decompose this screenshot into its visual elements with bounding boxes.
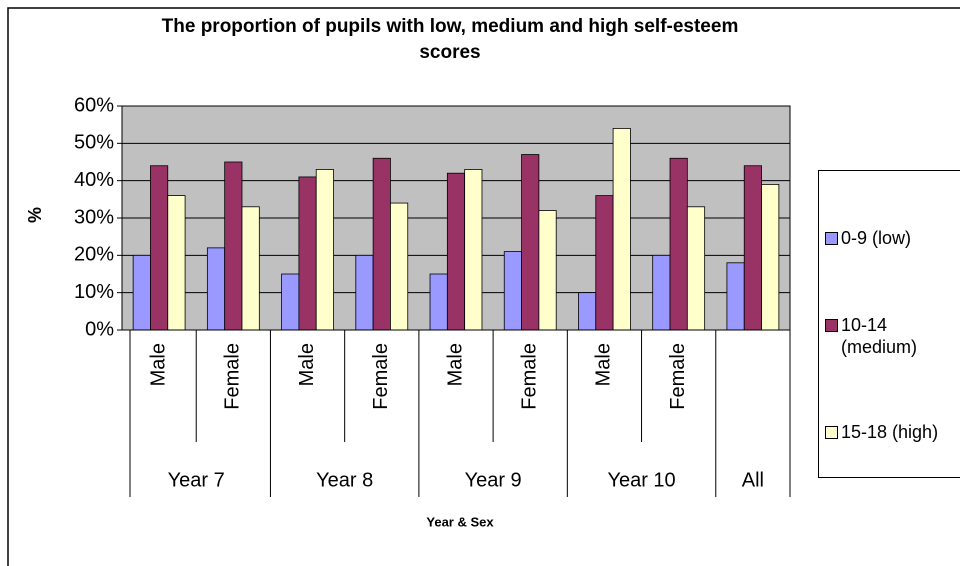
- legend-label: 10-14 (medium): [841, 315, 918, 357]
- bar: [612, 127, 631, 331]
- bar: [595, 195, 614, 331]
- bar: [503, 251, 522, 331]
- legend: 0-9 (low) 10-14 (medium) 15-18 (high): [818, 170, 960, 478]
- x-tick-label: Male: [444, 343, 466, 386]
- group-label: Year 8: [316, 469, 373, 491]
- y-tick-label: 30%: [74, 206, 114, 228]
- bar: [686, 206, 706, 331]
- y-tick-label: 20%: [74, 244, 114, 266]
- bar: [652, 254, 671, 331]
- x-tick-label: Male: [147, 343, 169, 386]
- bar: [355, 254, 374, 331]
- y-axis-label: %: [25, 207, 45, 223]
- bar: [446, 172, 466, 331]
- bar: [132, 254, 151, 331]
- bar: [578, 292, 597, 331]
- legend-label: 0-9 (low): [841, 228, 912, 248]
- bar: [429, 273, 448, 331]
- x-tick-label: Female: [519, 343, 541, 410]
- group-label: Year 9: [465, 469, 522, 491]
- bar: [464, 169, 483, 331]
- bar: [206, 247, 226, 331]
- y-tick-label: 50%: [74, 132, 114, 154]
- group-label: Year 7: [168, 469, 225, 491]
- bar: [224, 161, 243, 331]
- bar: [761, 183, 780, 331]
- legend-item: 10-14 (medium): [825, 314, 956, 358]
- bar: [669, 157, 688, 331]
- x-tick-label: Female: [667, 343, 689, 410]
- legend-item: 15-18 (high): [825, 421, 956, 443]
- bar: [726, 262, 745, 331]
- legend-swatch: [825, 426, 838, 439]
- x-tick-label: Female: [222, 343, 244, 410]
- bar: [538, 210, 557, 331]
- legend-swatch: [825, 319, 838, 332]
- bar: [743, 165, 762, 331]
- bar: [150, 165, 169, 331]
- bar: [298, 176, 317, 331]
- bar: [390, 202, 409, 331]
- legend-swatch: [825, 232, 838, 245]
- legend-item: 0-9 (low): [825, 227, 956, 249]
- bar: [241, 206, 260, 331]
- bar: [521, 154, 540, 331]
- bar: [315, 169, 334, 331]
- x-axis-label: Year & Sex: [426, 514, 494, 529]
- y-tick-label: 10%: [74, 281, 114, 303]
- chart-title: The proportion of pupils with low, mediu…: [161, 16, 739, 63]
- plot-border: [121, 105, 791, 331]
- bar: [167, 195, 186, 331]
- bar: [372, 157, 391, 331]
- group-label: All: [742, 469, 764, 491]
- y-tick-label: 60%: [74, 94, 114, 116]
- bar: [281, 273, 300, 331]
- x-tick-label: Female: [370, 343, 392, 410]
- group-label: Year 10: [607, 469, 675, 491]
- y-tick-label: 0%: [85, 318, 114, 340]
- x-tick-label: Male: [593, 343, 615, 386]
- x-tick-label: Male: [296, 343, 318, 386]
- legend-label: 15-18 (high): [841, 422, 939, 442]
- y-tick-label: 40%: [74, 169, 114, 191]
